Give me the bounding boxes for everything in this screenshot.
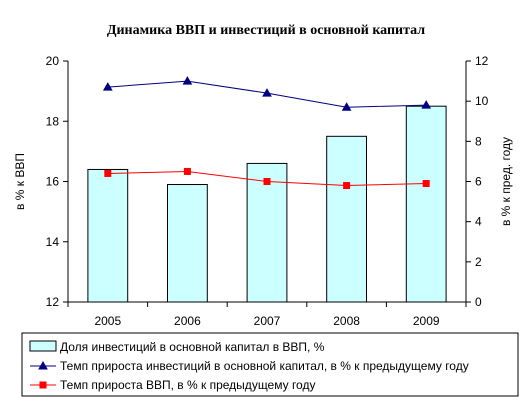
x-tick-label: 2007 bbox=[254, 314, 281, 328]
x-tick-label: 2006 bbox=[174, 314, 201, 328]
y-tick-right-label: 12 bbox=[475, 54, 489, 68]
y-tick-right-label: 6 bbox=[475, 175, 482, 189]
bar-2005 bbox=[87, 168, 129, 303]
series-2-point-2007 bbox=[263, 178, 271, 185]
legend: Доля инвестиций в основной капитал в ВВП… bbox=[21, 332, 519, 397]
y-tick-left-label: 16 bbox=[46, 175, 60, 189]
series-1-point-2007 bbox=[262, 88, 272, 97]
series-1-point-2009 bbox=[421, 100, 432, 109]
x-tick-label: 2009 bbox=[413, 314, 440, 328]
legend-marker-2 bbox=[39, 381, 47, 389]
y-tick-left-label: 12 bbox=[46, 295, 60, 309]
y-tick-left-label: 14 bbox=[46, 235, 60, 249]
series-2-point-2008 bbox=[343, 182, 351, 190]
bar-2008 bbox=[326, 135, 368, 303]
x-tick-label: 2005 bbox=[94, 314, 121, 328]
y-tick-right-label: 10 bbox=[475, 94, 489, 108]
x-tick-label: 2008 bbox=[333, 314, 360, 328]
y-tick-left-label: 18 bbox=[46, 114, 60, 128]
y-tick-left-label: 20 bbox=[46, 54, 60, 68]
series-1-point-2008 bbox=[341, 102, 352, 111]
y-axis-right-label: в % к пред. году bbox=[499, 137, 513, 226]
series-2-point-2006 bbox=[183, 167, 191, 175]
chart-title: Динамика ВВП и инвестиций в основной кап… bbox=[107, 23, 425, 38]
y-tick-right-label: 4 bbox=[475, 215, 482, 229]
legend-marker-1 bbox=[38, 360, 48, 370]
series-2-point-2009 bbox=[422, 180, 430, 188]
bar-2007 bbox=[246, 162, 288, 303]
series-1-point-2005 bbox=[102, 82, 113, 91]
bar-2009 bbox=[405, 105, 447, 303]
y-tick-right-label: 0 bbox=[475, 295, 482, 309]
y-tick-right-label: 2 bbox=[475, 255, 482, 269]
legend-label-line-2: Темп прироста ВВП, в % к предыдущему год… bbox=[60, 378, 315, 392]
series-2-point-2005 bbox=[104, 169, 112, 177]
legend-label-bar: Доля инвестиций в основной капитал в ВВП… bbox=[60, 340, 325, 354]
legend-label-line-1: Темп прироста инвестиций в основной капи… bbox=[60, 359, 469, 373]
bar-2006 bbox=[167, 184, 208, 303]
y-tick-right-label: 8 bbox=[475, 134, 482, 148]
legend-box bbox=[21, 332, 519, 397]
y-axis-left-label: в % к ВВП bbox=[13, 153, 27, 210]
legend-swatch-bar bbox=[29, 340, 57, 352]
series-1-point-2006 bbox=[182, 76, 193, 85]
plot-area: 12 14 16 18 20 0 2 4 6 8 10 12 2005 2006 2007 2008 2009 в… bbox=[13, 54, 513, 328]
